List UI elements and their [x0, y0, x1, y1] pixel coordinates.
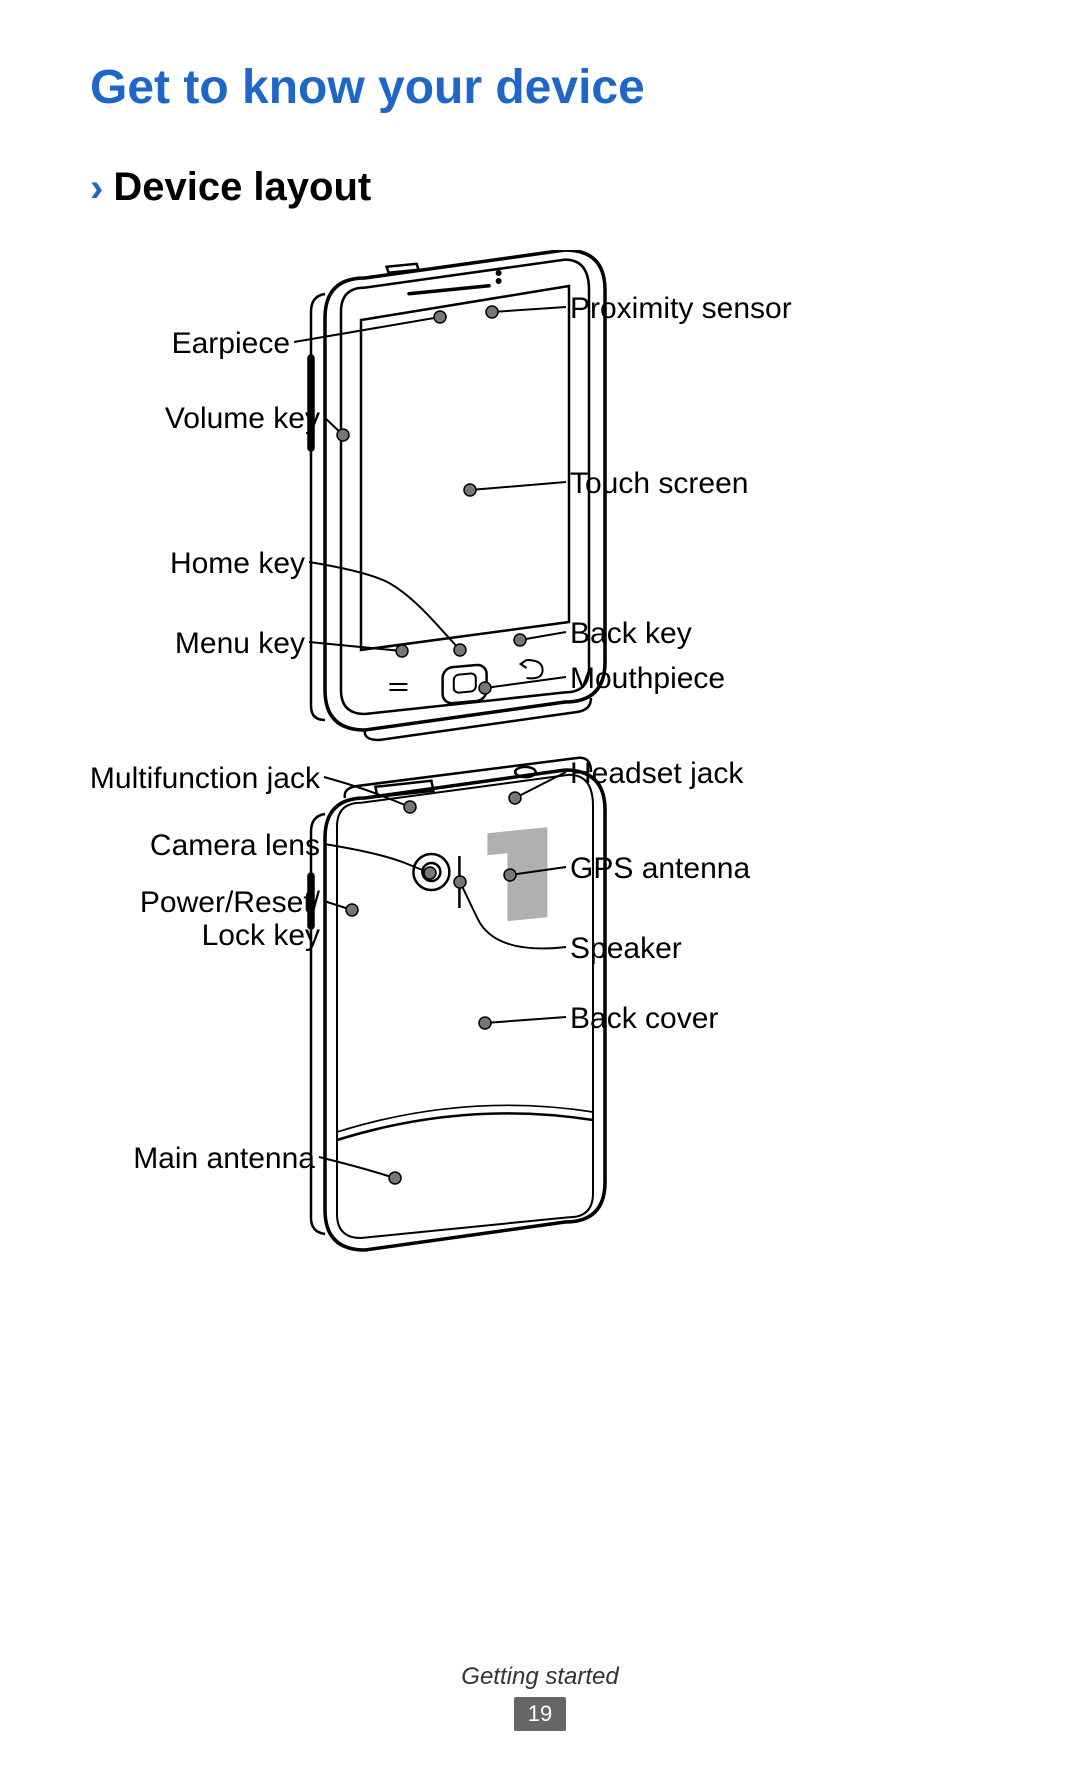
- label-touch-screen: Touch screen: [570, 467, 748, 500]
- label-power-key: Power/Reset/ Lock key: [140, 886, 320, 952]
- footer-label: Getting started: [0, 1663, 1080, 1691]
- label-proximity-sensor: Proximity sensor: [570, 292, 792, 325]
- label-mouthpiece: Mouthpiece: [570, 662, 725, 695]
- chevron-icon: ›: [90, 168, 103, 208]
- device-diagram: Proximity sensor Earpiece Volume key Touch …: [90, 250, 990, 1450]
- label-back-key: Back key: [570, 617, 692, 650]
- label-home-key: Home key: [170, 547, 305, 580]
- footer: Getting started 19: [0, 1663, 1080, 1731]
- label-menu-key: Menu key: [175, 627, 305, 660]
- label-back-cover: Back cover: [570, 1002, 718, 1035]
- label-gps-antenna: GPS antenna: [570, 852, 750, 885]
- label-speaker: Speaker: [570, 932, 682, 965]
- subheading-row: › Device layout: [90, 165, 990, 210]
- label-main-antenna: Main antenna: [133, 1142, 315, 1175]
- label-multifunction-jack: Multifunction jack: [90, 762, 320, 795]
- subheading: Device layout: [113, 165, 371, 210]
- label-camera-lens: Camera lens: [150, 829, 320, 862]
- label-volume-key: Volume key: [165, 402, 320, 435]
- page: Get to know your device › Device layout …: [0, 0, 1080, 1771]
- heading-main: Get to know your device: [90, 60, 990, 115]
- page-number-badge: 19: [514, 1697, 566, 1731]
- label-headset-jack: Headset jack: [570, 757, 743, 790]
- label-earpiece: Earpiece: [172, 327, 290, 360]
